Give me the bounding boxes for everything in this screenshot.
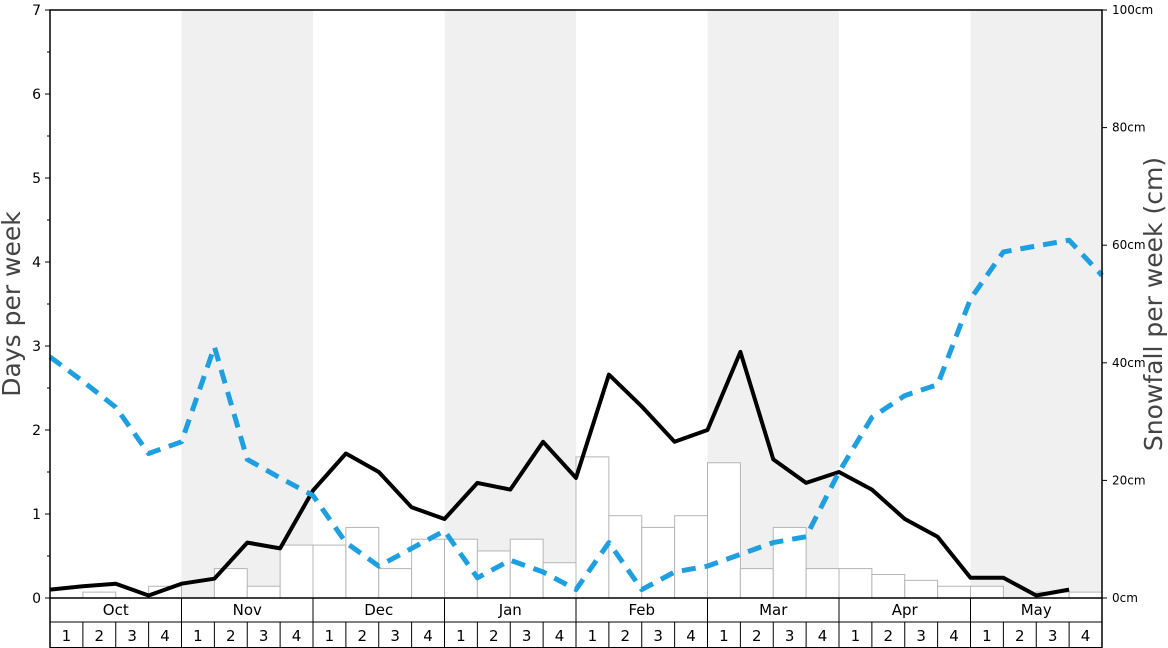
week-label: 3 <box>522 627 532 645</box>
snowfall-bar <box>937 585 971 599</box>
snowfall-bar <box>1068 591 1103 599</box>
snowfall-bar <box>82 591 117 599</box>
snowfall-bar <box>312 544 347 599</box>
month-label-mar: Mar <box>759 601 788 619</box>
week-label: 1 <box>982 627 992 645</box>
dashed-blue-line <box>48 237 1104 593</box>
y2-tick-label: 60cm <box>1112 238 1146 252</box>
week-label: 3 <box>127 627 137 645</box>
snowfall-bar <box>871 573 906 599</box>
y-tick-label: 1 <box>32 507 41 523</box>
week-label: 4 <box>423 627 433 645</box>
y-tick-label: 7 <box>32 3 41 19</box>
snowfall-bar <box>378 568 413 599</box>
y-tick-label: 5 <box>32 171 41 187</box>
snowfall-bar <box>444 538 478 599</box>
y2-tick-label: 20cm <box>1112 473 1146 487</box>
week-label: 3 <box>916 627 926 645</box>
week-label: 1 <box>62 627 72 645</box>
month-label-nov: Nov <box>233 601 262 619</box>
week-label: 4 <box>949 627 959 645</box>
month-label-may: May <box>1021 601 1052 619</box>
week-label: 2 <box>621 627 631 645</box>
week-label: 2 <box>95 627 105 645</box>
week-label: 3 <box>653 627 663 645</box>
snowfall-bar <box>838 568 873 599</box>
week-label: 3 <box>390 627 400 645</box>
week-label: 2 <box>489 627 499 645</box>
week-label: 3 <box>259 627 269 645</box>
y2-tick-label: 40cm <box>1112 356 1146 370</box>
week-label: 1 <box>456 627 466 645</box>
week-label: 4 <box>686 627 696 645</box>
y-tick-label: 2 <box>32 423 41 439</box>
week-label: 1 <box>851 627 861 645</box>
month-label-apr: Apr <box>892 601 919 619</box>
snowfall-bar <box>970 585 1004 599</box>
week-label: 1 <box>719 627 729 645</box>
week-label: 3 <box>1048 627 1058 645</box>
y-tick-label: 0 <box>32 591 41 607</box>
week-label: 1 <box>193 627 203 645</box>
snowfall-bar <box>575 456 610 599</box>
week-label: 1 <box>325 627 335 645</box>
series-lines <box>48 237 1104 598</box>
week-label: 4 <box>818 627 828 645</box>
snowfall-bar <box>674 515 708 599</box>
snowfall-bar <box>739 568 774 599</box>
y2-tick-label: 0cm <box>1112 591 1138 605</box>
snowfall-bar <box>904 579 939 599</box>
month-label-dec: Dec <box>364 601 393 619</box>
week-label: 1 <box>588 627 598 645</box>
week-label: 2 <box>1015 627 1025 645</box>
solid-black-line <box>49 349 1070 598</box>
month-label-feb: Feb <box>628 601 655 619</box>
snowfall-bar <box>246 585 281 599</box>
snowfall-bar <box>608 515 643 599</box>
month-band-nov <box>181 10 313 598</box>
y-tick-label: 4 <box>32 255 41 271</box>
week-label: 4 <box>292 627 302 645</box>
x-axis-month-week-grid: Oct 1 2 3 4 Nov 1 2 3 4 Dec 1 2 3 4 Jan 1 2 3 4 Feb 1 2 3 4 Mar 1 2… <box>49 598 1103 648</box>
snowfall-bar <box>805 568 840 599</box>
y-tick-label: 3 <box>32 339 41 355</box>
week-label: 4 <box>1081 627 1091 645</box>
y-axis-label: Days per week <box>0 211 26 397</box>
week-label: 4 <box>555 627 565 645</box>
week-label: 2 <box>884 627 894 645</box>
y2-tick-label: 100cm <box>1112 3 1153 17</box>
week-label: 2 <box>226 627 236 645</box>
month-label-jan: Jan <box>498 601 522 619</box>
y2-tick-label: 80cm <box>1112 121 1146 135</box>
y2-axis-label: Snowfall per week (cm) <box>1139 157 1168 451</box>
month-shading-bands <box>181 10 1102 598</box>
y-tick-label: 6 <box>32 87 41 103</box>
month-label-oct: Oct <box>103 601 129 619</box>
month-band-jan <box>444 10 576 598</box>
week-label: 2 <box>358 627 368 645</box>
snowfall-bar <box>279 544 314 599</box>
month-band-may <box>970 10 1102 598</box>
week-label: 4 <box>160 627 170 645</box>
week-label: 3 <box>785 627 795 645</box>
week-label: 2 <box>752 627 762 645</box>
snowfall-bar <box>707 462 741 599</box>
